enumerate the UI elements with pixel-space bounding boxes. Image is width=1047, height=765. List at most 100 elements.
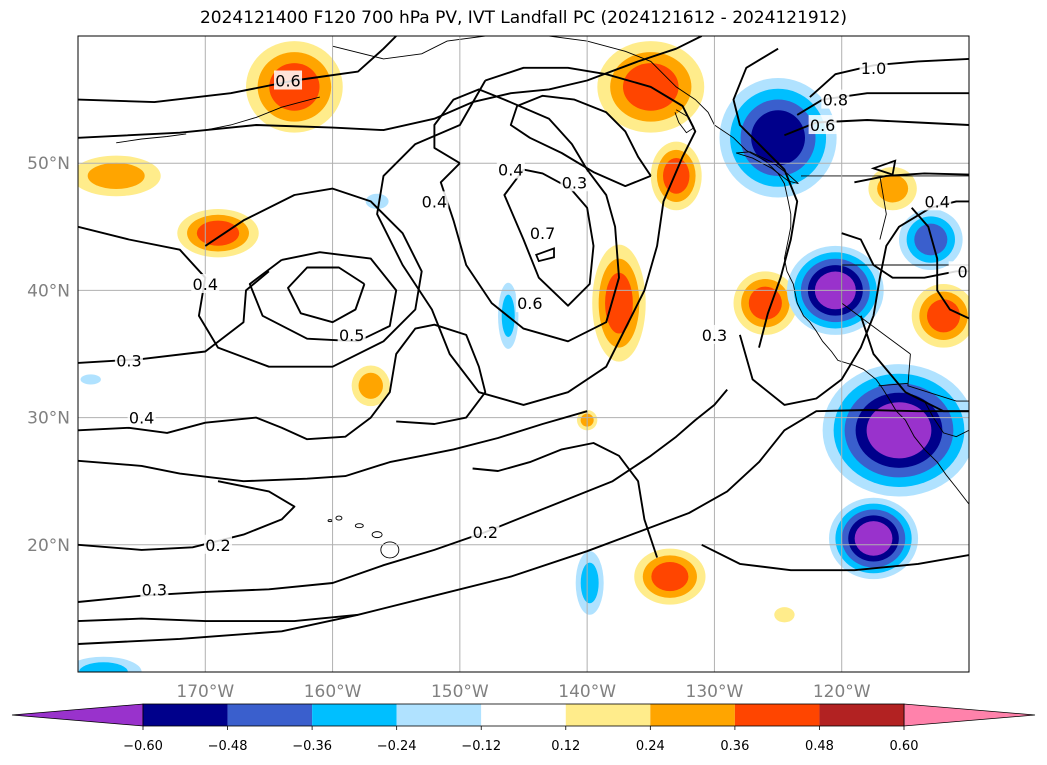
colorbar-extend-low	[11, 703, 144, 727]
contour-label: 0.3	[702, 326, 727, 345]
colorbar-tick-label: −0.12	[461, 739, 501, 754]
contour-label: 0.6	[517, 294, 542, 313]
pv-contour-line	[78, 187, 423, 368]
y-tick-label: 20°N	[27, 536, 70, 556]
contour-label-bg	[140, 579, 169, 599]
contour-label-bg	[204, 534, 233, 554]
ivt-shaded-region-negative	[580, 562, 599, 604]
x-tick-label: 120°W	[813, 682, 871, 702]
ivt-shading-layer	[78, 41, 969, 672]
contour-label: 0.3	[562, 173, 587, 192]
coastline-segment	[332, 36, 969, 505]
y-tick-label: 30°N	[27, 409, 70, 429]
contour-label-bg	[859, 57, 888, 77]
colorbar-swatch	[143, 704, 228, 726]
ivt-shaded-region-positive	[605, 272, 633, 334]
y-axis-ticks: 20°N 30°N 40°N 50°N	[27, 154, 70, 556]
pv-contour-line	[910, 207, 969, 320]
y-tick-label: 50°N	[27, 154, 70, 174]
colorbar-tick-label: 0.48	[805, 739, 834, 754]
pv-contour-line	[854, 172, 969, 184]
pv-contour-line	[78, 410, 588, 483]
ivt-shaded-region-negative	[866, 402, 932, 459]
contour-label-bg	[948, 261, 969, 281]
pv-contour-line	[78, 613, 359, 623]
pv-contour-line	[433, 88, 620, 343]
contour-label: 0.4	[924, 192, 949, 211]
pv-contour-line	[472, 442, 659, 558]
colorbar-tick-label: 0.60	[890, 739, 919, 754]
colorbar-tick-label: 0.12	[551, 739, 580, 754]
contour-label: 0.3	[116, 351, 141, 370]
coastline-segment	[879, 175, 887, 240]
x-tick-label: 150°W	[431, 682, 489, 702]
contour-label: 0.4	[422, 192, 447, 211]
x-tick-label: 140°W	[558, 682, 616, 702]
contour-label-bg	[420, 191, 449, 211]
contour-label-bg	[191, 274, 220, 294]
coastline-segment	[735, 151, 799, 185]
contour-label-bg	[114, 350, 143, 370]
island-outline	[327, 519, 333, 523]
contour-label-bg	[700, 324, 729, 344]
pv-contour-line	[78, 409, 969, 645]
contour-label: 0.8	[823, 91, 848, 110]
coastline-segment	[878, 382, 908, 387]
ivt-shaded-region-positive	[651, 562, 689, 592]
pv-contour-line	[376, 66, 697, 406]
colorbar-swatch	[396, 704, 482, 726]
contour-label-bg	[808, 115, 837, 135]
island-outline	[354, 523, 364, 529]
ivt-shaded-region-positive	[926, 299, 961, 333]
ivt-shaded-region-positive	[774, 607, 795, 623]
colorbar-swatch	[312, 704, 397, 726]
ivt-shaded-region-negative	[854, 521, 893, 556]
pv-contour-line	[796, 92, 969, 116]
contour-label-bg	[528, 223, 557, 243]
ivt-shaded-region-positive	[748, 286, 782, 320]
x-tick-label: 160°W	[304, 682, 362, 702]
colorbar-tick-label: 0.24	[636, 739, 665, 754]
coastline-segment	[205, 96, 320, 131]
island-outline	[335, 515, 343, 521]
island-outline	[380, 541, 400, 559]
colorbar-swatch	[650, 704, 735, 726]
colorbar-tick-label: −0.36	[292, 739, 332, 754]
ivt-shaded-region-negative	[80, 374, 101, 385]
contour-label: 0	[958, 262, 968, 281]
pv-contour-line	[870, 159, 897, 176]
pv-contour-line	[78, 480, 296, 551]
colorbar-swatch	[481, 704, 566, 726]
contour-label: 0.7	[530, 224, 555, 243]
y-tick-label: 40°N	[27, 281, 70, 301]
pv-contour-line	[248, 251, 398, 343]
coastline-segment	[116, 133, 187, 144]
x-axis-ticks: 170°W 160°W 150°W 140°W 130°W 120°W	[176, 682, 870, 702]
colorbar-tick-label: −0.60	[123, 739, 163, 754]
ivt-shaded-region-positive	[877, 174, 909, 203]
pv-contour-line	[732, 47, 799, 348]
colorbar: −0.60 −0.48 −0.36 −0.24 −0.12 0.12 0.24 0.36 0.4…	[11, 703, 1036, 754]
contour-label: 0.2	[473, 523, 498, 542]
contour-label-bg	[821, 89, 850, 109]
colorbar-tick-label: 0.36	[720, 739, 749, 754]
contour-label-bg	[496, 159, 525, 179]
map-frame	[77, 35, 970, 673]
contour-label-bg	[560, 172, 589, 192]
chart-title: 2024121400 F120 700 hPa PV, IVT Landfall…	[199, 8, 847, 28]
ivt-shaded-region-positive	[358, 372, 383, 399]
ivt-shaded-region-negative	[751, 110, 806, 166]
contour-label: 0.6	[810, 116, 835, 135]
contour-label-bg	[471, 522, 500, 542]
contour-label: 0.2	[205, 536, 230, 555]
coastline-layer	[116, 36, 969, 559]
contour-label-bg	[923, 191, 952, 211]
island-outline	[371, 531, 383, 539]
colorbar-frame	[142, 703, 905, 727]
contour-label: 1.0	[861, 59, 886, 78]
contour-label: 0.4	[129, 409, 154, 428]
colorbar-swatch	[734, 704, 820, 726]
pv-contour-line	[535, 247, 555, 263]
contour-label-bg	[337, 324, 366, 344]
